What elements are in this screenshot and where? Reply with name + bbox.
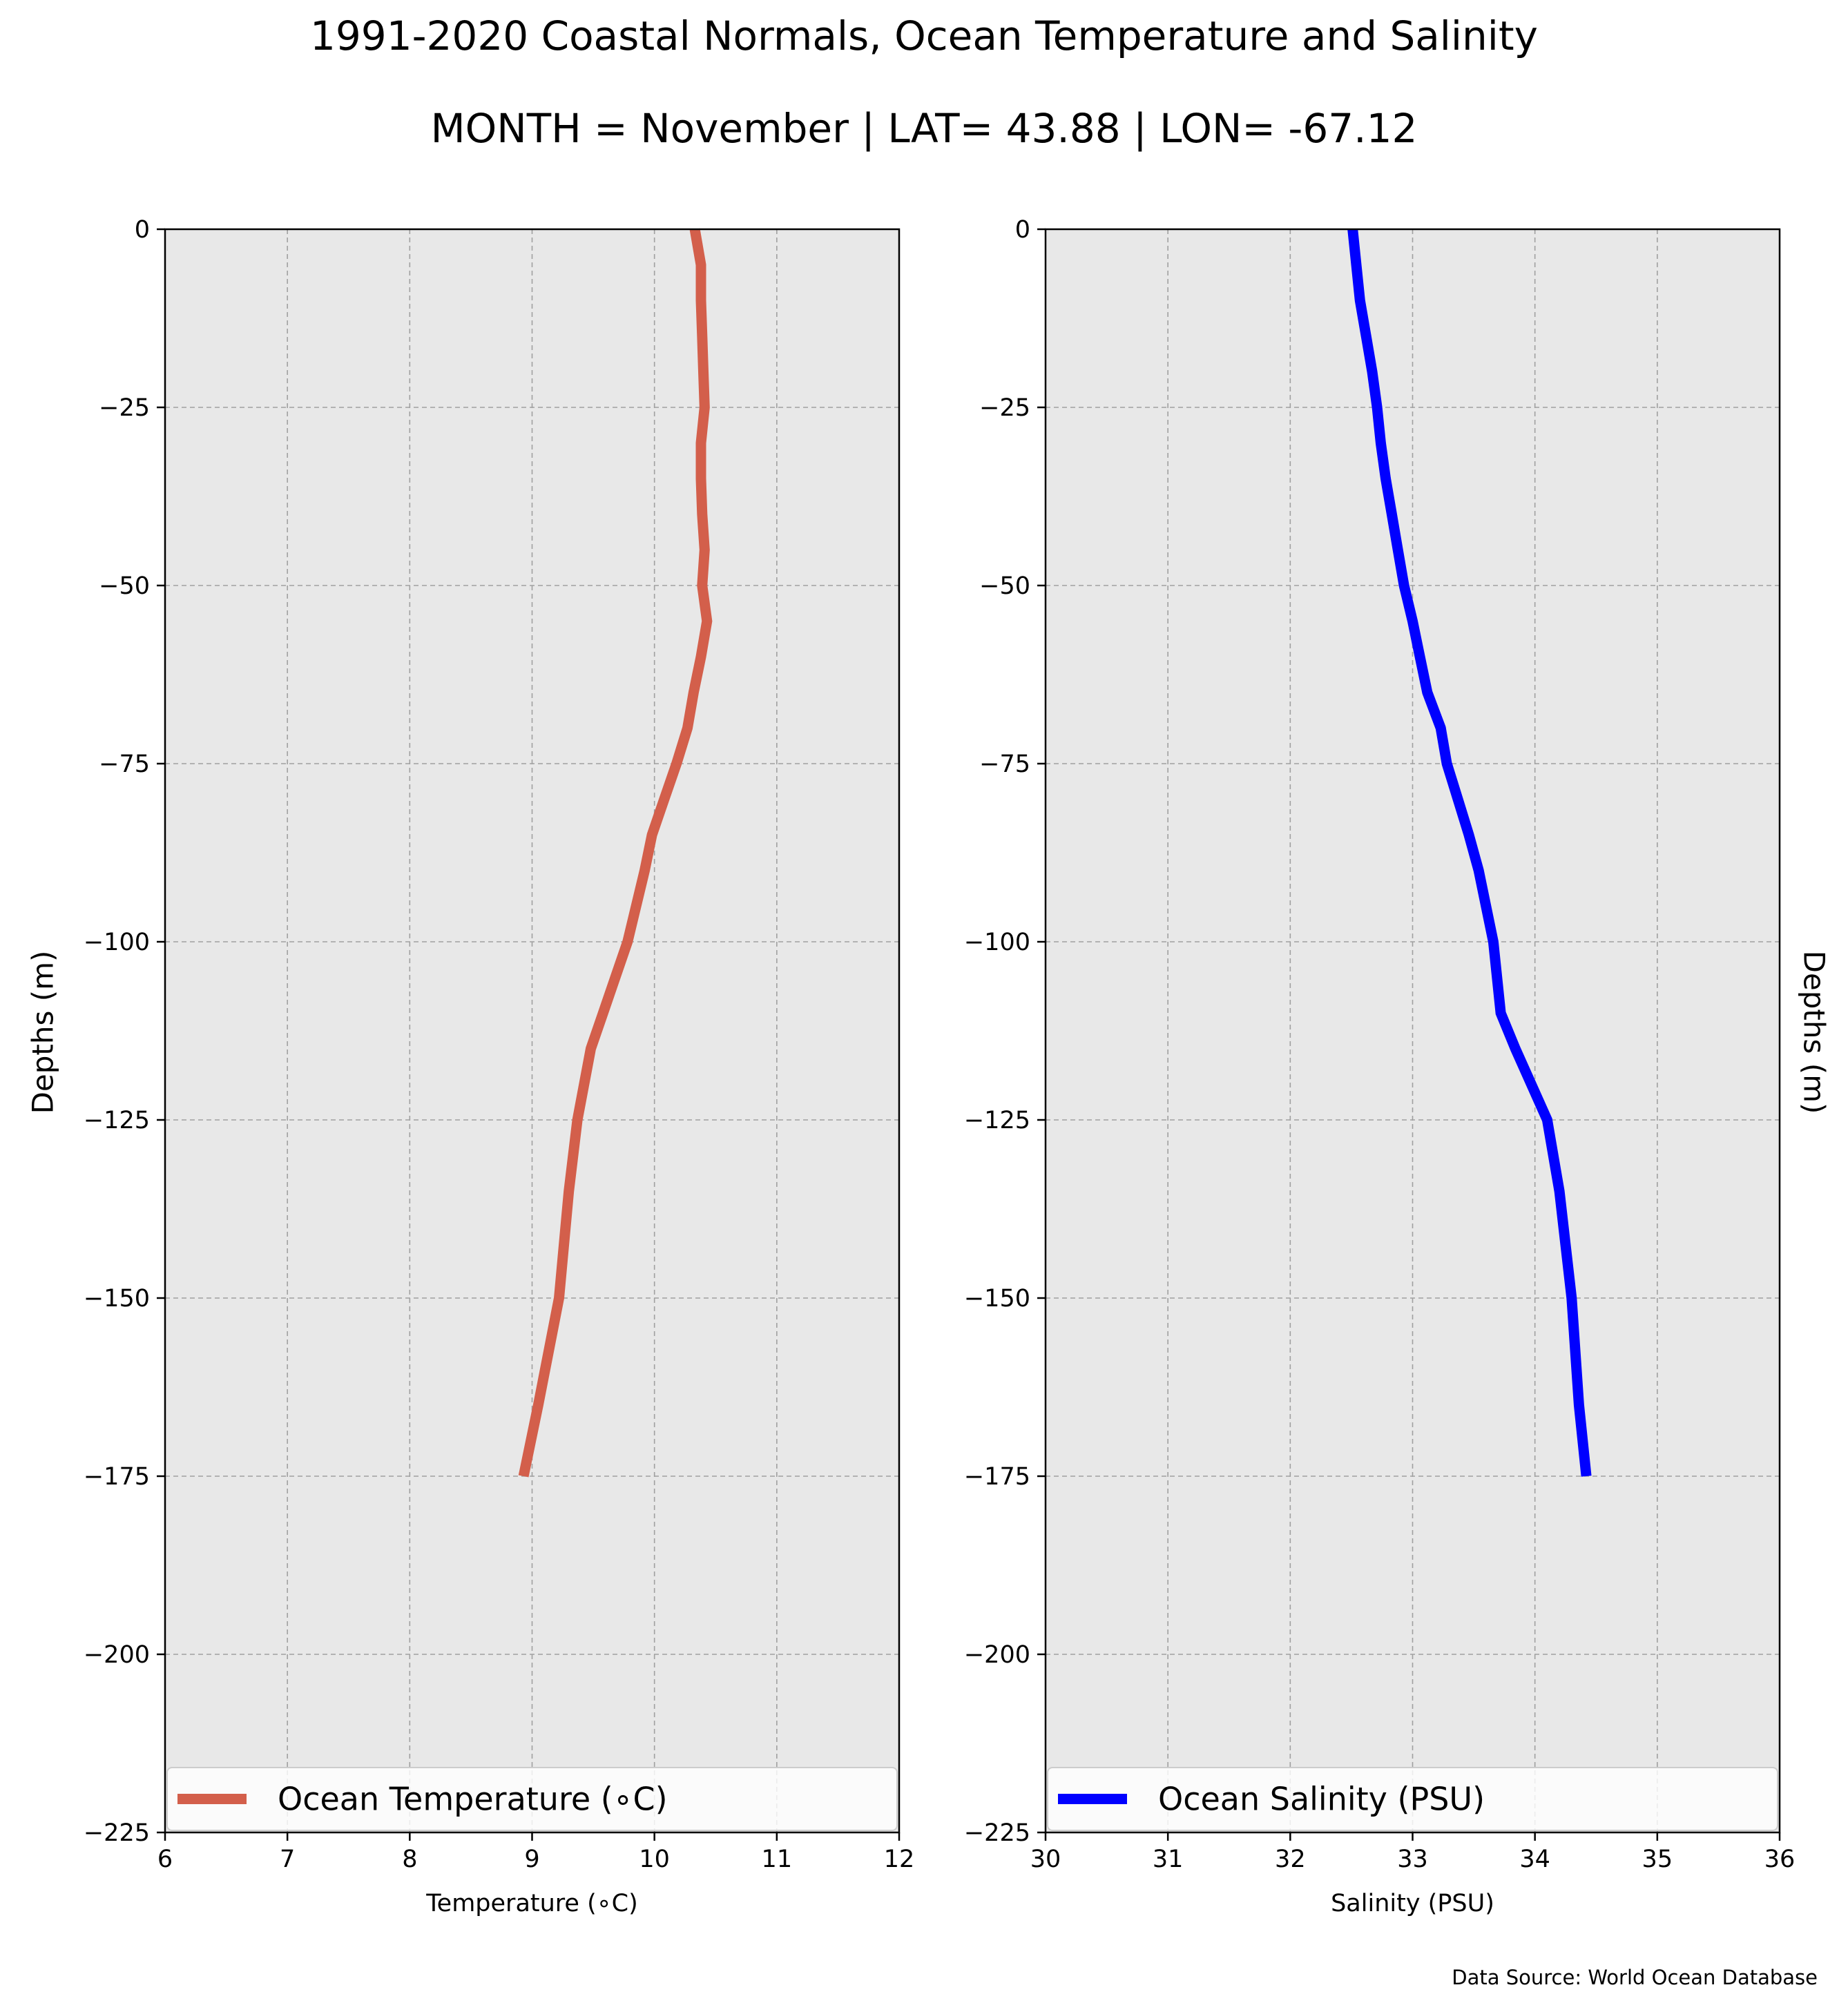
x-tick-label: 11: [762, 1846, 793, 1873]
chart-subtitle: MONTH = November | LAT= 43.88 | LON= -67…: [430, 105, 1418, 152]
legend-box: [1047, 1767, 1778, 1831]
y-tick-label: −175: [964, 1463, 1030, 1491]
y-tick-label: −125: [84, 1107, 150, 1134]
temperature-panel: Ocean Temperature (∘C) 6 7 8 9 10 11 12 0 −25 −50 −…: [84, 216, 914, 1917]
salinity-line: [1347, 229, 1592, 1477]
chart-title: 1991-2020 Coastal Normals, Ocean Tempera…: [310, 12, 1538, 59]
y-axis-label-right: Depths (m): [1798, 951, 1831, 1114]
temperature-line: [518, 228, 713, 1478]
x-tick-label: 7: [280, 1846, 295, 1873]
x-tick-label: 35: [1642, 1846, 1673, 1873]
y-tick-label: 0: [135, 216, 150, 244]
x-tick-label: 8: [402, 1846, 417, 1873]
salinity-panel: Ocean Salinity (PSU) 30 31 32 33 34 35 36 0 −25 −5…: [964, 216, 1795, 1917]
x-tick-label: 10: [639, 1846, 670, 1873]
x-axis-label: Salinity (PSU): [1331, 1890, 1494, 1917]
y-tick-label: −175: [84, 1463, 150, 1491]
y-tick-label: −75: [979, 751, 1030, 778]
y-tick-label: −200: [84, 1641, 150, 1669]
x-tick-label: 30: [1030, 1846, 1061, 1873]
data-source-note: Data Source: World Ocean Database: [1452, 1966, 1818, 1989]
x-tick-label: 9: [524, 1846, 539, 1873]
y-tick-label: −150: [84, 1285, 150, 1313]
x-tick-label: 36: [1764, 1846, 1796, 1873]
x-axis-label: Temperature (∘C): [425, 1890, 638, 1917]
legend-label: Ocean Salinity (PSU): [1158, 1781, 1485, 1818]
y-tick-label: −75: [99, 751, 150, 778]
y-tick-label: 0: [1015, 216, 1030, 244]
x-tick-label: 32: [1275, 1846, 1306, 1873]
y-axis-label-left: Depths (m): [26, 951, 60, 1114]
y-tick-label: −100: [964, 929, 1030, 956]
x-tick-label: 33: [1397, 1846, 1428, 1873]
x-tick-label: 12: [884, 1846, 915, 1873]
y-tick-label: −125: [964, 1107, 1030, 1134]
y-tick-label: −150: [964, 1285, 1030, 1313]
y-tick-label: −225: [84, 1819, 150, 1847]
y-tick-label: −25: [99, 394, 150, 422]
y-tick-label: −100: [84, 929, 150, 956]
x-tick-label: 34: [1519, 1846, 1550, 1873]
legend-label: Ocean Temperature (∘C): [278, 1781, 668, 1818]
y-tick-label: −200: [964, 1641, 1030, 1669]
y-tick-label: −50: [99, 572, 150, 600]
legend-box: [166, 1767, 898, 1831]
y-tick-label: −25: [979, 394, 1030, 422]
y-tick-label: −225: [964, 1819, 1030, 1847]
x-tick-label: 31: [1153, 1846, 1184, 1873]
y-tick-label: −50: [979, 572, 1030, 600]
x-tick-label: 6: [157, 1846, 173, 1873]
